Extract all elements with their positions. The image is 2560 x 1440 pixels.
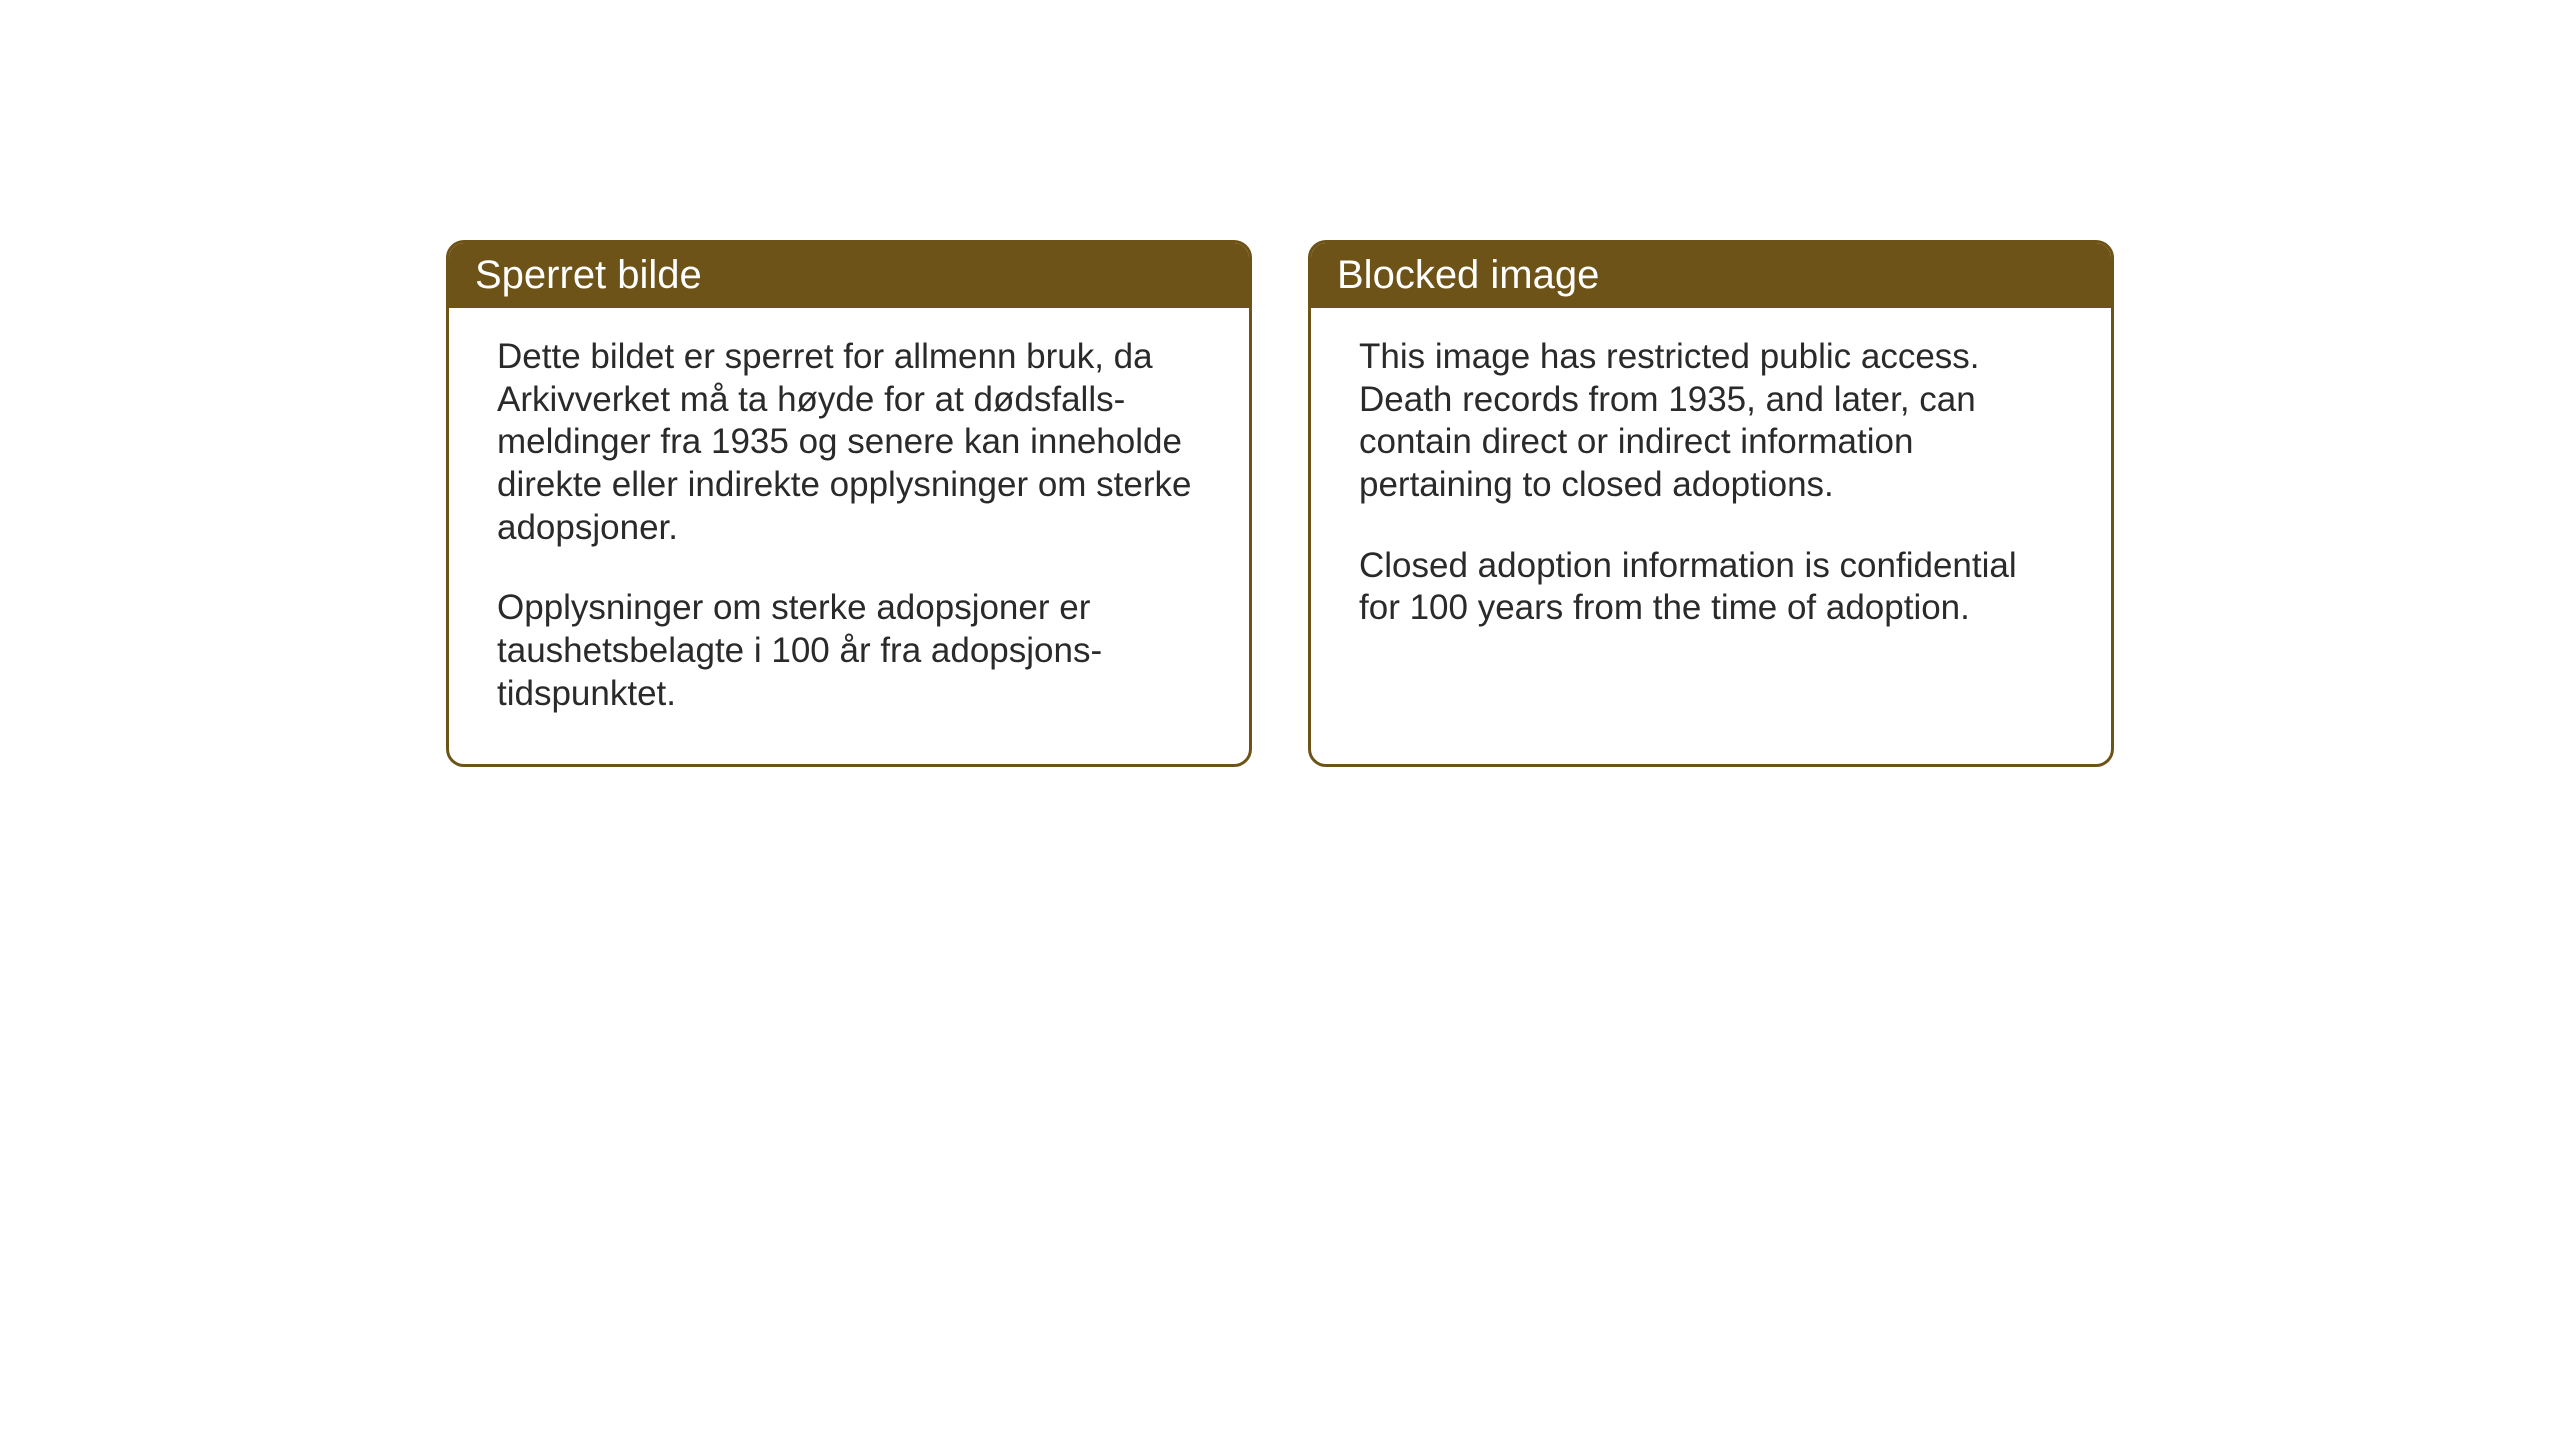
card-title-english: Blocked image: [1337, 253, 1599, 297]
paragraph-2-english: Closed adoption information is confident…: [1359, 545, 2063, 630]
card-body-english: This image has restricted public access.…: [1311, 308, 2111, 733]
card-title-norwegian: Sperret bilde: [475, 253, 702, 297]
cards-container: Sperret bilde Dette bildet er sperret fo…: [446, 240, 2114, 767]
paragraph-1-english: This image has restricted public access.…: [1359, 336, 2063, 507]
card-body-norwegian: Dette bildet er sperret for allmenn bruk…: [449, 308, 1249, 764]
card-header-english: Blocked image: [1311, 243, 2111, 308]
card-english: Blocked image This image has restricted …: [1308, 240, 2114, 767]
paragraph-1-norwegian: Dette bildet er sperret for allmenn bruk…: [497, 336, 1201, 549]
paragraph-2-norwegian: Opplysninger om sterke adopsjoner er tau…: [497, 587, 1201, 715]
card-header-norwegian: Sperret bilde: [449, 243, 1249, 308]
card-norwegian: Sperret bilde Dette bildet er sperret fo…: [446, 240, 1252, 767]
